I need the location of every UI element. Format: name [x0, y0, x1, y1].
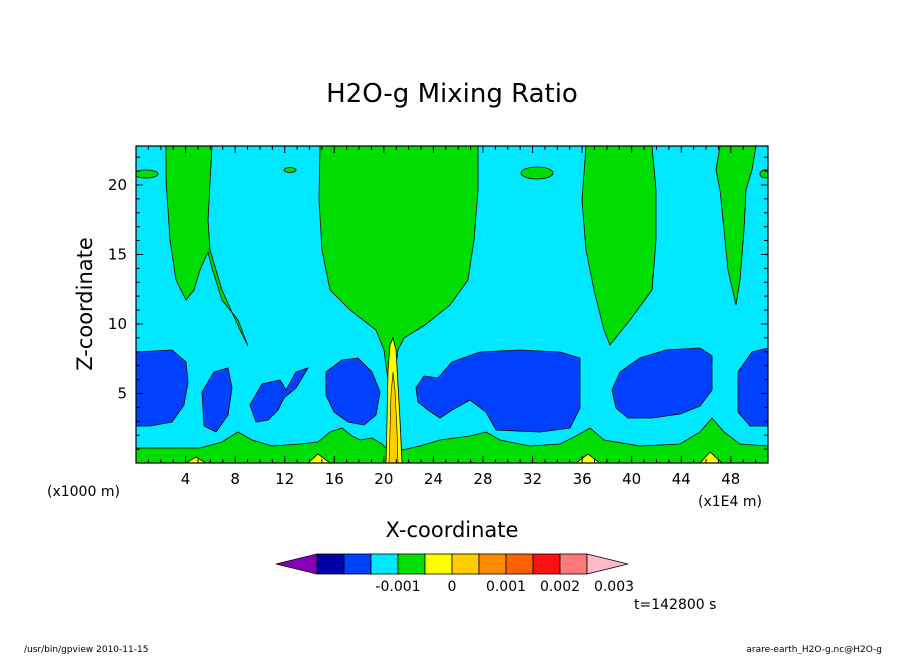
higher-core-center	[388, 371, 399, 463]
colorbar-segment	[343, 553, 372, 575]
plot-area	[136, 146, 768, 463]
dry-region-1	[136, 349, 189, 427]
colorbar-segment	[397, 553, 426, 575]
y-scale-label: (x1E4 m)	[698, 494, 762, 510]
colorbar-segment	[478, 553, 507, 575]
y-tick-label: 20	[108, 176, 127, 194]
high-surface-4	[699, 451, 723, 463]
colorbar-segment	[451, 553, 480, 575]
x-tick-label: 8	[230, 470, 240, 488]
moist-cell-left	[136, 169, 159, 179]
moist-plume-1	[165, 146, 249, 347]
x-tick-label: 28	[473, 470, 492, 488]
dry-region-4	[325, 357, 381, 426]
high-surface-1	[185, 456, 207, 463]
moist-regions	[136, 146, 768, 463]
colorbar-end-high	[586, 553, 629, 575]
x-tick-label: 44	[672, 470, 691, 488]
y-ticks: 5 10 15 20	[108, 156, 768, 450]
colorbar-tick-label: 0	[448, 579, 457, 595]
moist-plume-right	[581, 146, 657, 346]
dry-region-5	[415, 349, 581, 433]
moist-cell-small	[283, 167, 297, 173]
colorbar-segment	[370, 553, 399, 575]
dry-region-7	[737, 347, 768, 427]
moist-cell-edge	[759, 169, 768, 179]
colorbar-tick-label: 0.002	[540, 579, 580, 595]
moist-surface-layer	[136, 417, 768, 463]
x-ticks: 4 8 12 16 20 24 28 32 36 40 44 48	[147, 146, 757, 488]
colorbar-segment	[532, 553, 561, 575]
moist-plume-far-right	[715, 146, 757, 306]
dry-region-2	[201, 367, 233, 433]
chart-title: H2O-g Mixing Ratio	[326, 79, 578, 109]
footer-right: arare-earth_H2O-g.nc@H2O-g	[746, 645, 882, 654]
y-tick-label: 15	[108, 245, 127, 263]
dry-regions	[136, 347, 768, 433]
x-tick-label: 48	[721, 470, 740, 488]
x-scale-label: (x1000 m)	[47, 484, 120, 500]
colorbar-tick-label: 0.001	[486, 579, 526, 595]
colorbar-segment	[424, 553, 453, 575]
x-axis-label: X-coordinate	[386, 518, 519, 542]
plot-frame	[135, 145, 769, 464]
x-tick-label: 4	[181, 470, 191, 488]
dry-region-3	[249, 367, 309, 423]
dry-region-6	[611, 347, 713, 419]
high-surface-2	[307, 453, 331, 463]
y-axis-label: Z-coordinate	[73, 237, 97, 371]
x-tick-label: 24	[424, 470, 443, 488]
colorbar-tick-label: 0.003	[594, 579, 634, 595]
x-tick-label: 32	[523, 470, 542, 488]
footer-left: /usr/bin/gpview 2010-11-15	[24, 645, 148, 654]
moist-cell-right	[520, 166, 554, 180]
colorbar-segment	[505, 553, 534, 575]
colorbar: -0.001 0 0.001 0.002 0.003	[275, 553, 634, 595]
x-tick-label: 12	[275, 470, 294, 488]
colorbar-end-low	[275, 553, 318, 575]
colorbar-segment	[316, 553, 345, 575]
y-tick-label: 5	[117, 384, 127, 402]
x-tick-label: 36	[573, 470, 592, 488]
x-tick-label: 20	[374, 470, 393, 488]
colorbar-segment	[559, 553, 588, 575]
x-tick-label: 16	[325, 470, 344, 488]
colorbar-tick-label: -0.001	[375, 579, 420, 595]
x-tick-label: 40	[622, 470, 641, 488]
y-tick-label: 10	[108, 315, 127, 333]
time-label: t=142800 s	[634, 597, 716, 613]
